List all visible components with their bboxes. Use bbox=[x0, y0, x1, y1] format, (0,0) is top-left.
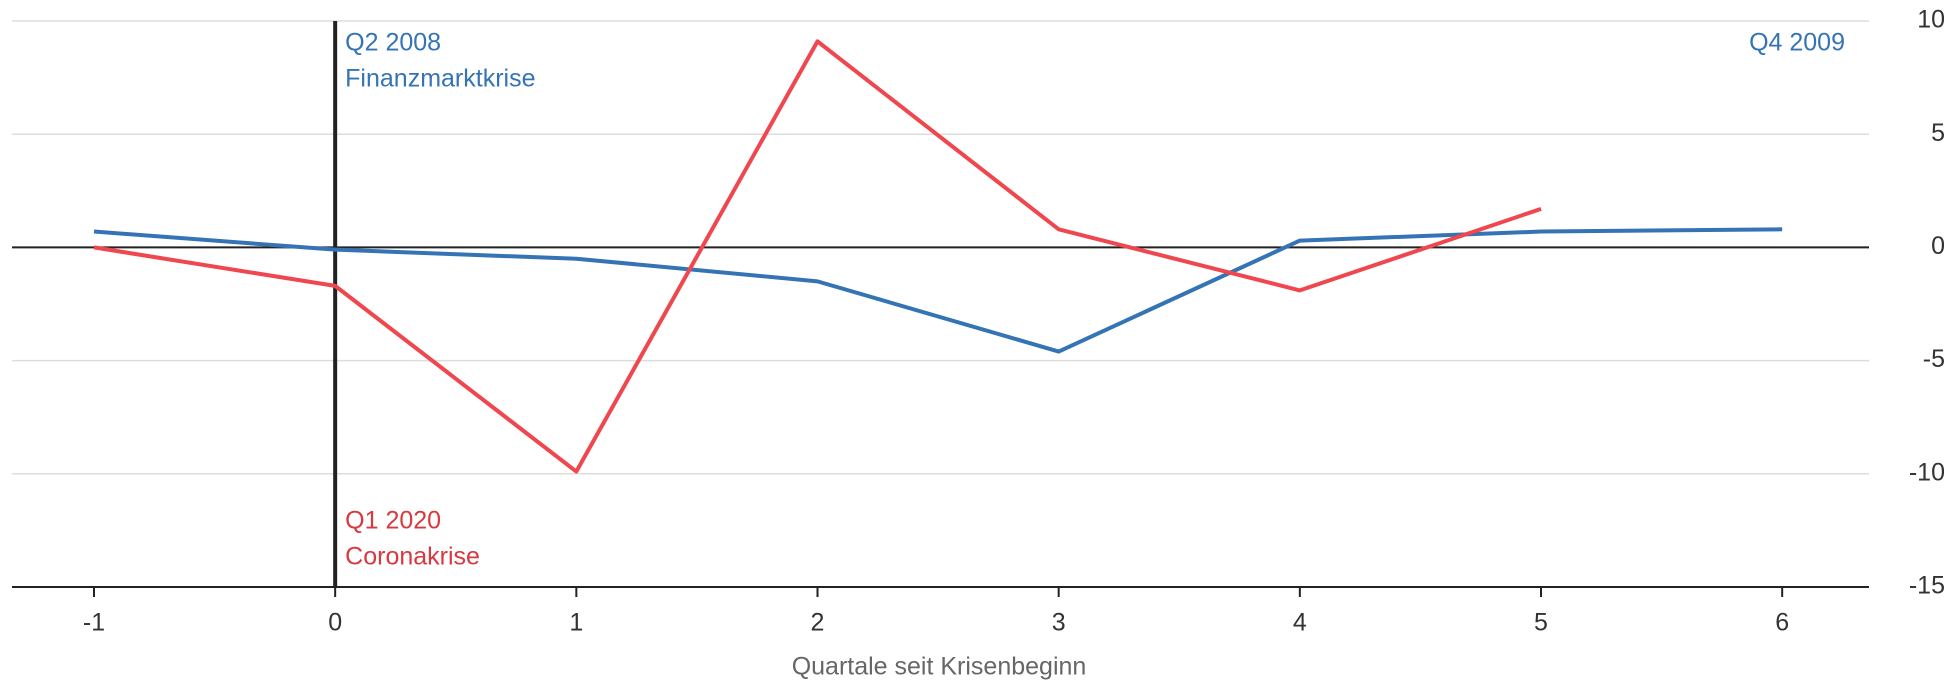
annotation: Q2 2008 bbox=[345, 29, 441, 57]
y-tick-label: 10 bbox=[1917, 6, 1945, 34]
y-tick-label: -15 bbox=[1909, 572, 1945, 600]
annotation: Coronakrise bbox=[345, 543, 480, 571]
y-tick-label: -5 bbox=[1923, 345, 1945, 373]
y-tick-label: 0 bbox=[1931, 232, 1945, 260]
x-tick-label: 2 bbox=[811, 609, 825, 637]
x-tick-label: 6 bbox=[1775, 609, 1789, 637]
series-line bbox=[93, 39, 1542, 474]
x-tick-label: -1 bbox=[83, 609, 105, 637]
x-tick-label: 4 bbox=[1293, 609, 1307, 637]
x-tick-label: 0 bbox=[328, 609, 342, 637]
series-line bbox=[93, 227, 1783, 354]
annotation: Q1 2020 bbox=[345, 507, 441, 535]
x-tick-label: 5 bbox=[1534, 609, 1548, 637]
x-tick-label: 3 bbox=[1052, 609, 1066, 637]
annotation: Finanzmarktkrise bbox=[345, 65, 535, 93]
annotation: Q4 2009 bbox=[1749, 29, 1845, 57]
x-tick-label: 1 bbox=[569, 609, 583, 637]
y-tick-label: 5 bbox=[1931, 119, 1945, 147]
y-tick-label: -10 bbox=[1909, 458, 1945, 486]
x-axis-label: Quartale seit Krisenbeginn bbox=[792, 653, 1087, 681]
